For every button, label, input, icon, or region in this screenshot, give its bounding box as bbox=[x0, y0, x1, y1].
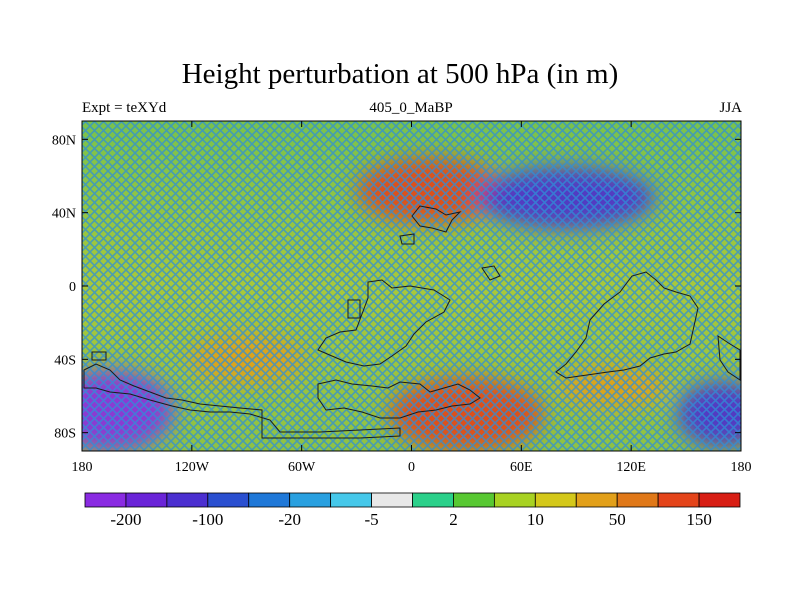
colorbar-label: -5 bbox=[364, 510, 378, 529]
x-tick-label: 180 bbox=[72, 460, 93, 475]
coastline-eastern-pacific bbox=[717, 335, 741, 381]
colorbar-swatch bbox=[371, 492, 413, 508]
coastline-south-america-africa bbox=[317, 279, 451, 367]
coastline-antarctic-atlantic bbox=[317, 379, 481, 419]
y-tick-label: 40N bbox=[52, 207, 76, 222]
y-tick-label: 80S bbox=[54, 427, 76, 442]
coastline-asia-australia bbox=[481, 265, 699, 379]
colorbar-label: -200 bbox=[110, 510, 141, 529]
colorbar-label: 2 bbox=[449, 510, 458, 529]
colorbar-label: 10 bbox=[527, 510, 544, 529]
page-title: Height perturbation at 500 hPa (in m) bbox=[181, 58, 619, 90]
colorbar-swatch bbox=[248, 492, 291, 508]
colorbar-label: -100 bbox=[192, 510, 223, 529]
experiment-label: Expt = teXYd bbox=[82, 100, 167, 116]
colorbar-label: 150 bbox=[686, 510, 712, 529]
season-label: JJA bbox=[719, 100, 742, 116]
colorbar-swatch bbox=[657, 492, 700, 508]
colorbar-swatch bbox=[534, 492, 577, 508]
colorbar-swatch bbox=[493, 492, 536, 508]
x-tick-label: 120E bbox=[616, 460, 646, 475]
colorbar-swatch bbox=[166, 492, 209, 508]
colorbar-swatch bbox=[330, 492, 372, 508]
colorbar-label: -20 bbox=[278, 510, 301, 529]
y-tick-label: 80N bbox=[52, 133, 76, 148]
colorbar-swatch bbox=[616, 492, 659, 508]
coastline-europe-africa bbox=[399, 205, 462, 245]
coastline-south-pacific bbox=[83, 351, 401, 439]
colorbar-swatch bbox=[207, 492, 250, 508]
colorbar-swatch bbox=[412, 492, 454, 508]
y-tick-label: 0 bbox=[69, 280, 76, 295]
y-tick-label: 40S bbox=[54, 353, 76, 368]
x-tick-label: 120W bbox=[175, 460, 210, 475]
colorbar-swatch bbox=[575, 492, 618, 508]
x-tick-label: 0 bbox=[408, 460, 415, 475]
x-tick-label: 180 bbox=[731, 460, 752, 475]
colorbar-swatch bbox=[125, 492, 168, 508]
colorbar-swatch bbox=[84, 492, 127, 508]
x-tick-label: 60E bbox=[510, 460, 533, 475]
colorbar-swatch bbox=[453, 492, 495, 508]
x-tick-label: 60W bbox=[288, 460, 316, 475]
time-label: 405_0_MaBP bbox=[369, 100, 453, 116]
colorbar-swatch bbox=[698, 492, 741, 508]
colorbar-swatch bbox=[289, 492, 332, 508]
colorbar-label: 50 bbox=[609, 510, 626, 529]
